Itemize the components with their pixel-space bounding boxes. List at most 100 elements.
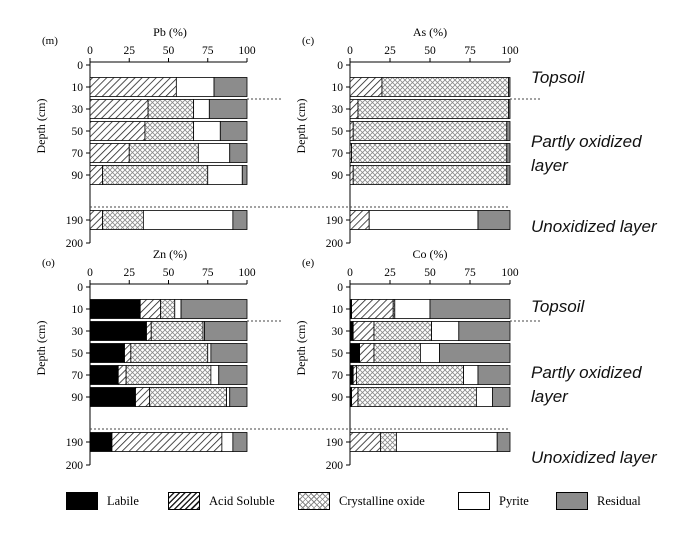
bar-segment-crystalline-oxide-50 (352, 121, 508, 141)
zone-label-topsoil-top: Topsoil (531, 68, 585, 87)
legend-item-residual: Residual (556, 492, 641, 510)
bar-segment-crystalline-oxide-90 (102, 165, 209, 185)
bar-segment-crystalline-oxide-90 (149, 387, 227, 407)
panel-title: Co (%) (413, 247, 448, 261)
x-tick-label: 50 (163, 45, 175, 57)
bar-segment-labile-30 (89, 321, 147, 341)
panel-zn: (o) Zn (%) 0 25 50 75 100 0 10 30 50 70 90 190 200 Dept… (34, 247, 256, 472)
y-tick-label: 70 (72, 148, 84, 160)
y-tick-label: 70 (332, 148, 344, 160)
bar-segment-labile-90 (89, 387, 136, 407)
legend-swatch-acid-soluble (168, 492, 200, 510)
bar-segment-crystalline-oxide-10 (381, 77, 509, 97)
x-tick-label: 75 (202, 45, 214, 57)
bar-segment-pyrite-190 (368, 210, 479, 230)
bar-segment-acid-soluble-190 (111, 432, 223, 452)
legend-item-crystalline-oxide: Crystalline oxide (298, 492, 425, 510)
x-tick-label: 25 (384, 45, 396, 57)
bar-segment-acid-soluble-50 (359, 343, 375, 363)
y-tick-label: 50 (332, 348, 344, 360)
y-tick-label: 70 (72, 370, 84, 382)
y-tick-label: 30 (332, 104, 344, 116)
y-tick-label: 10 (332, 304, 344, 316)
bar-segment-crystalline-oxide-30 (357, 99, 509, 119)
y-tick-label: 30 (72, 326, 84, 338)
bar-segment-pyrite-30 (431, 321, 460, 341)
y-axis-title: Depth (cm) (34, 321, 48, 376)
bar-segment-crystalline-oxide-70 (128, 143, 199, 163)
bar-segment-pyrite-190 (395, 432, 498, 452)
zone-label-topsoil-bottom: Topsoil (531, 297, 585, 316)
bar-segment-acid-soluble-190 (349, 210, 370, 230)
y-tick-label: 200 (66, 460, 84, 472)
legend-label-crystalline-oxide: Crystalline oxide (339, 493, 425, 508)
bar-segment-pyrite-90 (226, 387, 231, 407)
bar-segment-acid-soluble-10 (89, 77, 177, 97)
bar-segment-acid-soluble-50 (349, 121, 354, 141)
y-tick-label: 200 (326, 460, 344, 472)
panel-label: (e) (302, 257, 315, 269)
y-tick-label: 90 (332, 170, 344, 182)
bar-segment-pyrite-70 (197, 143, 231, 163)
x-tick-label: 0 (87, 45, 93, 57)
bar-segment-pyrite-190 (221, 432, 234, 452)
bar-segment-pyrite-90 (475, 387, 493, 407)
y-tick-label: 90 (72, 170, 84, 182)
bar-segment-crystalline-oxide-70 (125, 365, 212, 385)
y-tick-label: 50 (332, 126, 344, 138)
x-tick-label: 50 (424, 267, 436, 279)
panel-title: As (%) (413, 25, 447, 39)
bar-segment-pyrite-70 (463, 365, 479, 385)
bar-segment-acid-soluble-90 (135, 387, 151, 407)
bar-segment-pyrite-90 (207, 165, 243, 185)
bar-segment-crystalline-oxide-190 (102, 210, 144, 230)
x-tick-label: 50 (163, 267, 175, 279)
bar-segment-residual-50 (439, 343, 511, 363)
bar-segment-acid-soluble-70 (352, 365, 357, 385)
bar-segment-crystalline-oxide-50 (130, 343, 209, 363)
x-tick-label: 75 (202, 267, 214, 279)
bar-segment-pyrite-50 (193, 121, 221, 141)
panel-as: (c) As (%) 0 25 50 75 100 0 10 30 50 70 90 190 200 Dept… (294, 25, 519, 250)
y-tick-label: 0 (337, 60, 343, 72)
y-tick-label: 200 (326, 238, 344, 250)
bar-segment-crystalline-oxide-30 (147, 99, 195, 119)
legend-label-pyrite: Pyrite (499, 493, 529, 508)
bar-segment-acid-soluble-70 (89, 143, 130, 163)
x-tick-label: 25 (384, 267, 396, 279)
zone-label-unoxidized-top: Unoxidized layer (531, 217, 657, 236)
legend-item-acid-soluble: Acid Soluble (168, 492, 275, 510)
zone-label-partly-oxidized-bottom: Partly oxidized layer (531, 363, 642, 406)
y-axis-title: Depth (cm) (34, 99, 48, 154)
x-tick-label: 100 (238, 45, 256, 57)
bar-segment-acid-soluble-90 (349, 165, 354, 185)
legend-label-acid-soluble: Acid Soluble (209, 493, 275, 508)
panel-co: (e) Co (%) 0 25 50 75 100 0 10 30 50 70 90 190 200 Dept… (294, 247, 519, 472)
bar-segment-labile-70 (349, 365, 354, 385)
x-tick-label: 100 (501, 267, 519, 279)
bar-segment-acid-soluble-50 (124, 343, 132, 363)
bar-segment-acid-soluble-50 (89, 121, 146, 141)
x-tick-label: 75 (464, 267, 476, 279)
y-tick-label: 90 (332, 392, 344, 404)
y-tick-label: 90 (72, 392, 84, 404)
bar-segment-acid-soluble-70 (117, 365, 127, 385)
bar-segment-labile-50 (89, 343, 125, 363)
bar-segment-labile-30 (349, 321, 354, 341)
bar-segment-crystalline-oxide-30 (150, 321, 204, 341)
bar-segment-residual-50 (210, 343, 248, 363)
y-tick-label: 200 (66, 238, 84, 250)
bar-segment-crystalline-oxide-70 (355, 365, 464, 385)
x-tick-label: 0 (87, 267, 93, 279)
x-tick-label: 25 (124, 45, 136, 57)
legend-swatch-residual (556, 492, 588, 510)
legend-label-residual: Residual (597, 493, 641, 508)
bar-segment-crystalline-oxide-50 (373, 343, 421, 363)
panel-title: Pb (%) (153, 25, 187, 39)
y-axis-title: Depth (cm) (294, 99, 308, 154)
bar-segment-residual-30 (204, 321, 248, 341)
x-tick-label: 75 (464, 45, 476, 57)
bar-segment-residual-10 (429, 299, 511, 319)
bar-segment-residual-10 (507, 77, 511, 97)
bar-segment-labile-70 (89, 365, 119, 385)
